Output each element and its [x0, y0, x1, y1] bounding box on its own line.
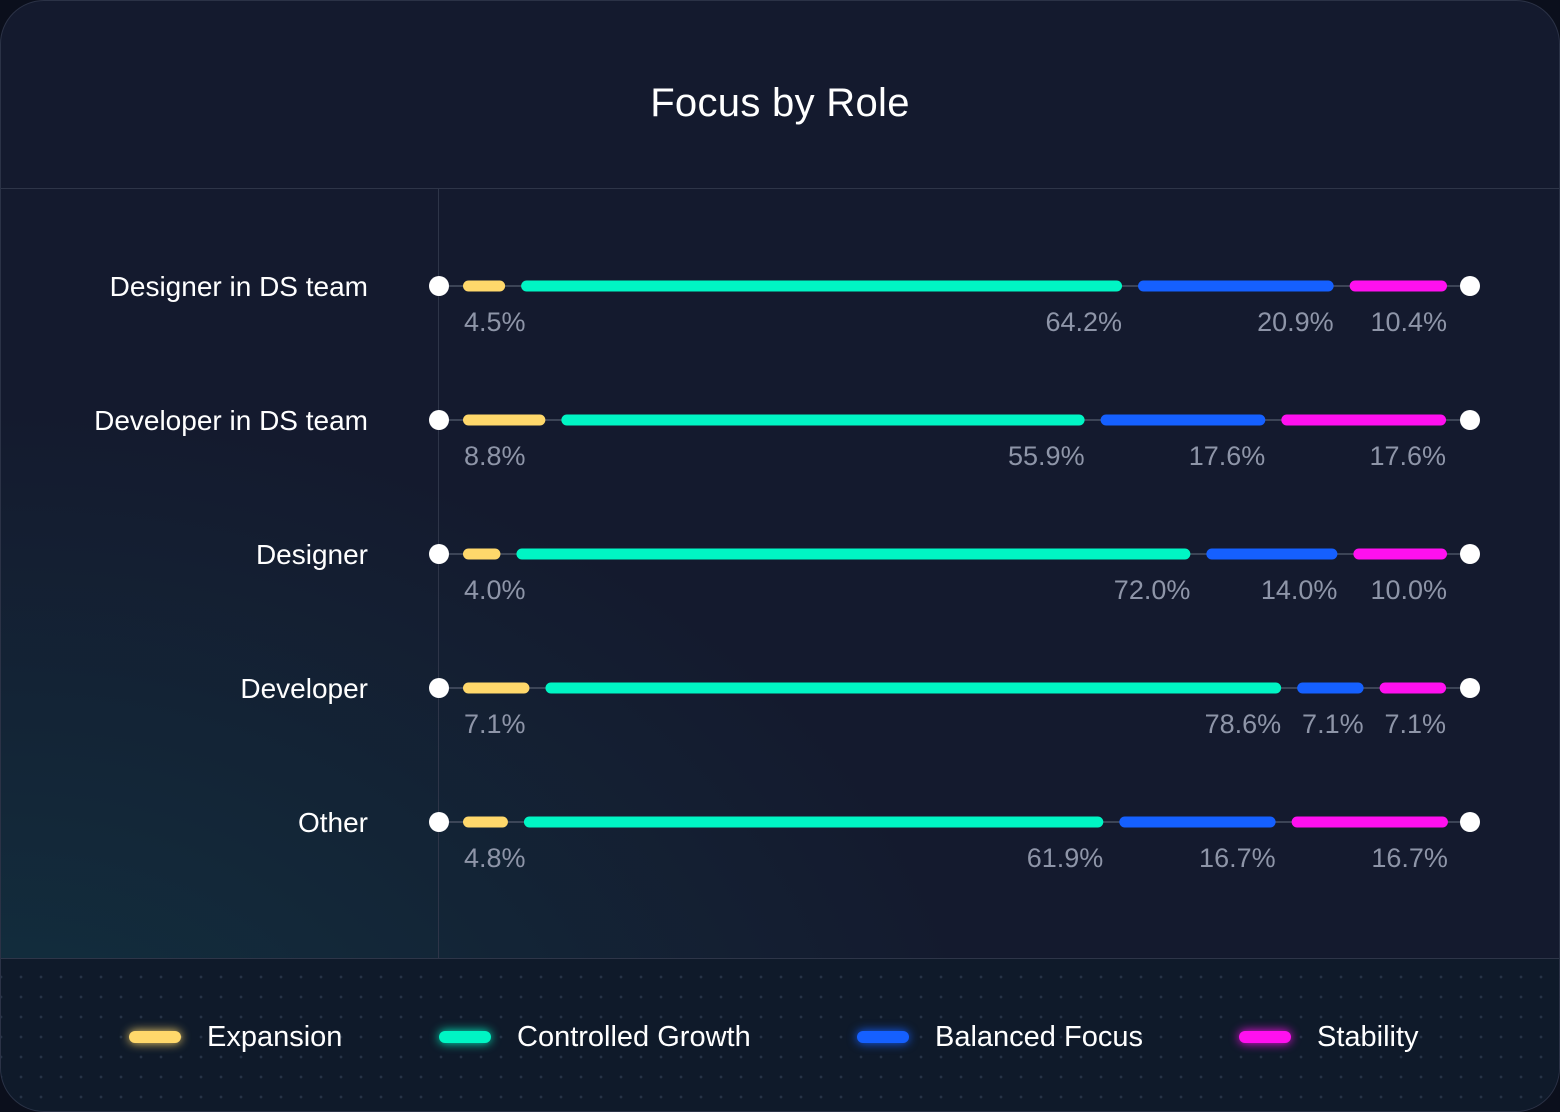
legend-item-balanced-focus: Balanced Focus	[857, 1019, 1143, 1055]
value-label-expansion-designer: 4.0%	[464, 575, 526, 605]
value-label-stability-developer-in-ds-team: 17.6%	[1370, 441, 1447, 471]
legend-label-controlled-growth: Controlled Growth	[517, 1020, 751, 1053]
row-start-dot-other	[429, 812, 449, 832]
legend-item-stability: Stability	[1239, 1019, 1419, 1055]
row-end-dot-designer-in-ds-team	[1460, 276, 1480, 296]
value-label-balanced-focus-developer-in-ds-team: 17.6%	[1189, 441, 1266, 471]
value-label-expansion-developer-in-ds-team: 8.8%	[464, 441, 526, 471]
value-label-controlled-growth-developer: 78.6%	[1205, 709, 1282, 739]
row-end-dot-other	[1460, 812, 1480, 832]
legend-item-controlled-growth: Controlled Growth	[439, 1019, 751, 1055]
row-start-dot-designer-in-ds-team	[429, 276, 449, 296]
legend-swatch-balanced-focus	[857, 1031, 909, 1043]
value-label-balanced-focus-designer: 14.0%	[1261, 575, 1338, 605]
category-label-developer: Developer	[240, 673, 368, 704]
row-start-dot-developer	[429, 678, 449, 698]
legend-label-balanced-focus: Balanced Focus	[935, 1020, 1143, 1053]
category-label-designer-in-ds-team: Designer in DS team	[110, 271, 368, 302]
chart-axis-line	[438, 189, 439, 959]
value-label-balanced-focus-developer: 7.1%	[1302, 709, 1364, 739]
value-label-controlled-growth-designer: 72.0%	[1114, 575, 1191, 605]
legend-swatch-expansion	[129, 1031, 181, 1043]
value-label-stability-other: 16.7%	[1371, 843, 1448, 873]
value-label-controlled-growth-developer-in-ds-team: 55.9%	[1008, 441, 1085, 471]
row-start-dot-developer-in-ds-team	[429, 410, 449, 430]
value-label-expansion-designer-in-ds-team: 4.5%	[464, 307, 526, 337]
legend-label-stability: Stability	[1317, 1020, 1419, 1053]
value-label-controlled-growth-other: 61.9%	[1027, 843, 1104, 873]
value-label-balanced-focus-other: 16.7%	[1199, 843, 1276, 873]
row-end-dot-designer	[1460, 544, 1480, 564]
row-end-dot-developer-in-ds-team	[1460, 410, 1480, 430]
value-label-stability-designer-in-ds-team: 10.4%	[1370, 307, 1447, 337]
legend-area	[1, 958, 1559, 1111]
chart-title: Focus by Role	[650, 81, 910, 125]
value-label-expansion-developer: 7.1%	[464, 709, 526, 739]
value-label-stability-developer: 7.1%	[1385, 709, 1447, 739]
category-label-other: Other	[298, 807, 368, 838]
legend-label-expansion: Expansion	[207, 1020, 343, 1053]
chart-header: Focus by Role	[1, 1, 1559, 189]
legend-item-expansion: Expansion	[129, 1019, 342, 1055]
value-label-expansion-other: 4.8%	[464, 843, 526, 873]
value-label-balanced-focus-designer-in-ds-team: 20.9%	[1257, 307, 1334, 337]
category-label-developer-in-ds-team: Developer in DS team	[94, 405, 368, 436]
value-label-controlled-growth-designer-in-ds-team: 64.2%	[1045, 307, 1122, 337]
row-end-dot-developer	[1460, 678, 1480, 698]
row-start-dot-designer	[429, 544, 449, 564]
legend-swatch-controlled-growth	[439, 1031, 491, 1043]
legend-swatch-stability	[1239, 1031, 1291, 1043]
value-label-stability-designer: 10.0%	[1370, 575, 1447, 605]
category-label-designer: Designer	[256, 539, 368, 570]
